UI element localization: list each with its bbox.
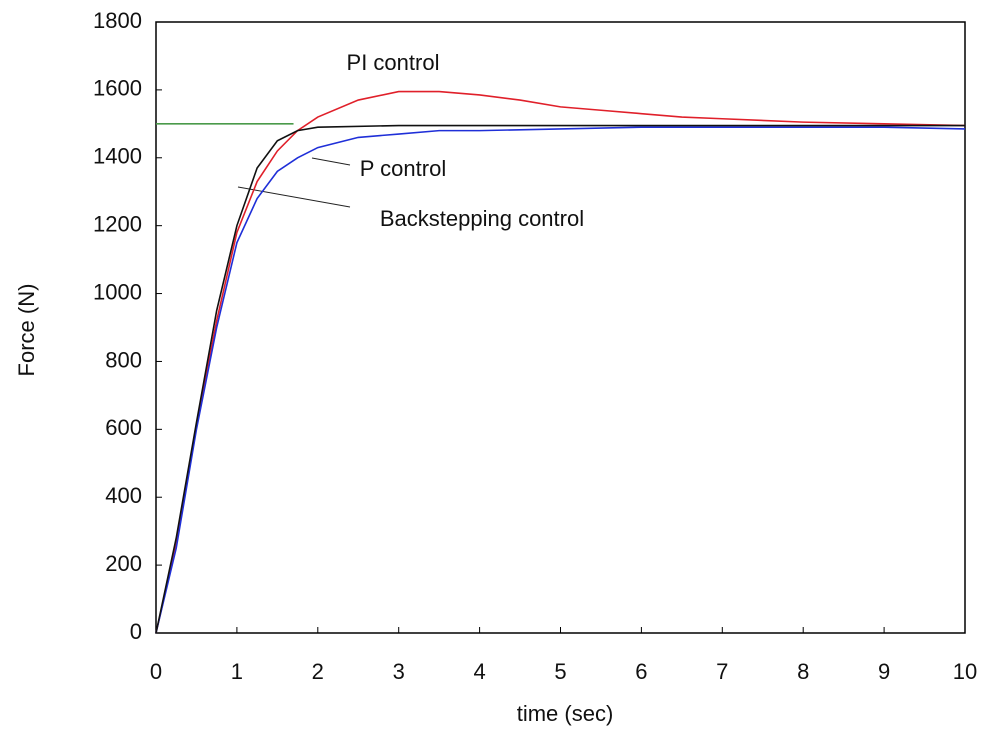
x-tick-label: 8 [797, 659, 809, 684]
y-tick-label: 1600 [93, 76, 142, 101]
annotation: P control [360, 156, 446, 181]
y-tick-label: 600 [105, 415, 142, 440]
y-tick-label: 400 [105, 483, 142, 508]
x-tick-label: 4 [473, 659, 485, 684]
x-axis-label: time (sec) [517, 701, 614, 726]
annotation: Backstepping control [380, 206, 584, 231]
annotation-arrow [311, 157, 351, 166]
x-tick-label: 9 [878, 659, 890, 684]
series-line [155, 90, 966, 634]
y-tick-label: 200 [105, 551, 142, 576]
series-line [155, 126, 966, 634]
x-tick-label: 1 [231, 659, 243, 684]
x-tick-label: 2 [312, 659, 324, 684]
y-tick-label: 800 [105, 347, 142, 372]
x-tick-label: 0 [150, 659, 162, 684]
x-tick-label: 3 [393, 659, 405, 684]
series-line [155, 124, 965, 634]
x-tick-label: 7 [716, 659, 728, 684]
y-tick-label: 1400 [93, 144, 142, 169]
x-tick-label: 5 [554, 659, 566, 684]
y-tick-label: 0 [130, 619, 142, 644]
y-tick-label: 1800 [93, 8, 142, 33]
annotation: PI control [347, 50, 440, 75]
x-tick-label: 6 [635, 659, 647, 684]
y-axis-label: Force (N) [14, 284, 39, 377]
plot-frame [155, 21, 966, 634]
y-tick-label: 1200 [93, 211, 142, 236]
annotation-arrow [237, 186, 351, 208]
y-tick-label: 1000 [93, 279, 142, 304]
x-tick-label: 10 [953, 659, 977, 684]
